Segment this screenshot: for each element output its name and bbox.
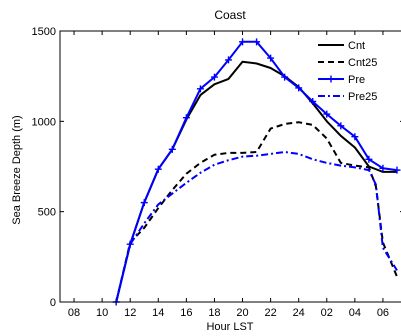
series-point-pre xyxy=(239,38,247,46)
series-point-pre xyxy=(309,97,317,105)
y-axis-label: Sea Breeze Depth (m) xyxy=(11,115,23,224)
series-point-pre xyxy=(126,240,134,248)
x-tick-label: 10 xyxy=(96,307,108,319)
axis-ticks: 08 10 12 14 16 18 20 22 24 02 04 06 0 500 1000 1500 xyxy=(32,26,401,319)
legend-label: Pre xyxy=(348,74,365,86)
legend-label: Cnt xyxy=(348,40,365,52)
series-line-cnt25 xyxy=(115,121,398,303)
series-line-pre25 xyxy=(115,151,398,303)
plot-series xyxy=(112,38,401,306)
series-point-pre xyxy=(140,199,148,207)
series-point-pre xyxy=(393,166,401,174)
series-point-pre xyxy=(281,73,289,81)
y-tick-label: 1000 xyxy=(32,116,56,128)
series-point-pre xyxy=(224,56,232,64)
x-tick-label: 02 xyxy=(321,307,333,319)
series-point-pre xyxy=(168,145,176,153)
series-point-pre xyxy=(154,165,162,173)
x-tick-label: 18 xyxy=(208,307,220,319)
x-tick-label: 12 xyxy=(124,307,136,319)
series-point-pre xyxy=(365,155,373,163)
x-tick-label: 24 xyxy=(293,307,305,319)
series-point-pre xyxy=(253,38,261,46)
x-tick-label: 14 xyxy=(152,307,164,319)
x-tick-label: 08 xyxy=(68,307,80,319)
series-point-pre xyxy=(379,164,387,172)
series-point-pre xyxy=(337,122,345,130)
series-point-pre xyxy=(196,85,204,93)
series-point-pre xyxy=(182,114,190,122)
series-point-pre xyxy=(351,133,359,141)
x-tick-label: 16 xyxy=(180,307,192,319)
series-point-pre xyxy=(295,84,303,92)
y-tick-label: 0 xyxy=(50,297,56,309)
legend: Cnt Cnt25 Pre Pre25 xyxy=(318,40,377,103)
x-axis-label: Hour LST xyxy=(206,321,253,333)
x-tick-label: 04 xyxy=(349,307,361,319)
chart-title: Coast xyxy=(214,8,246,22)
y-tick-label: 500 xyxy=(38,207,56,219)
y-tick-label: 1500 xyxy=(32,26,56,38)
series-point-pre xyxy=(267,54,275,62)
legend-label: Pre25 xyxy=(348,91,377,103)
x-tick-label: 06 xyxy=(377,307,389,319)
legend-label: Cnt25 xyxy=(348,57,377,69)
series-point-pre xyxy=(323,110,331,118)
x-tick-label: 20 xyxy=(236,307,248,319)
x-tick-label: 22 xyxy=(264,307,276,319)
plot-frame xyxy=(59,30,401,303)
legend-marker xyxy=(327,75,335,83)
series-point-pre xyxy=(210,73,218,81)
